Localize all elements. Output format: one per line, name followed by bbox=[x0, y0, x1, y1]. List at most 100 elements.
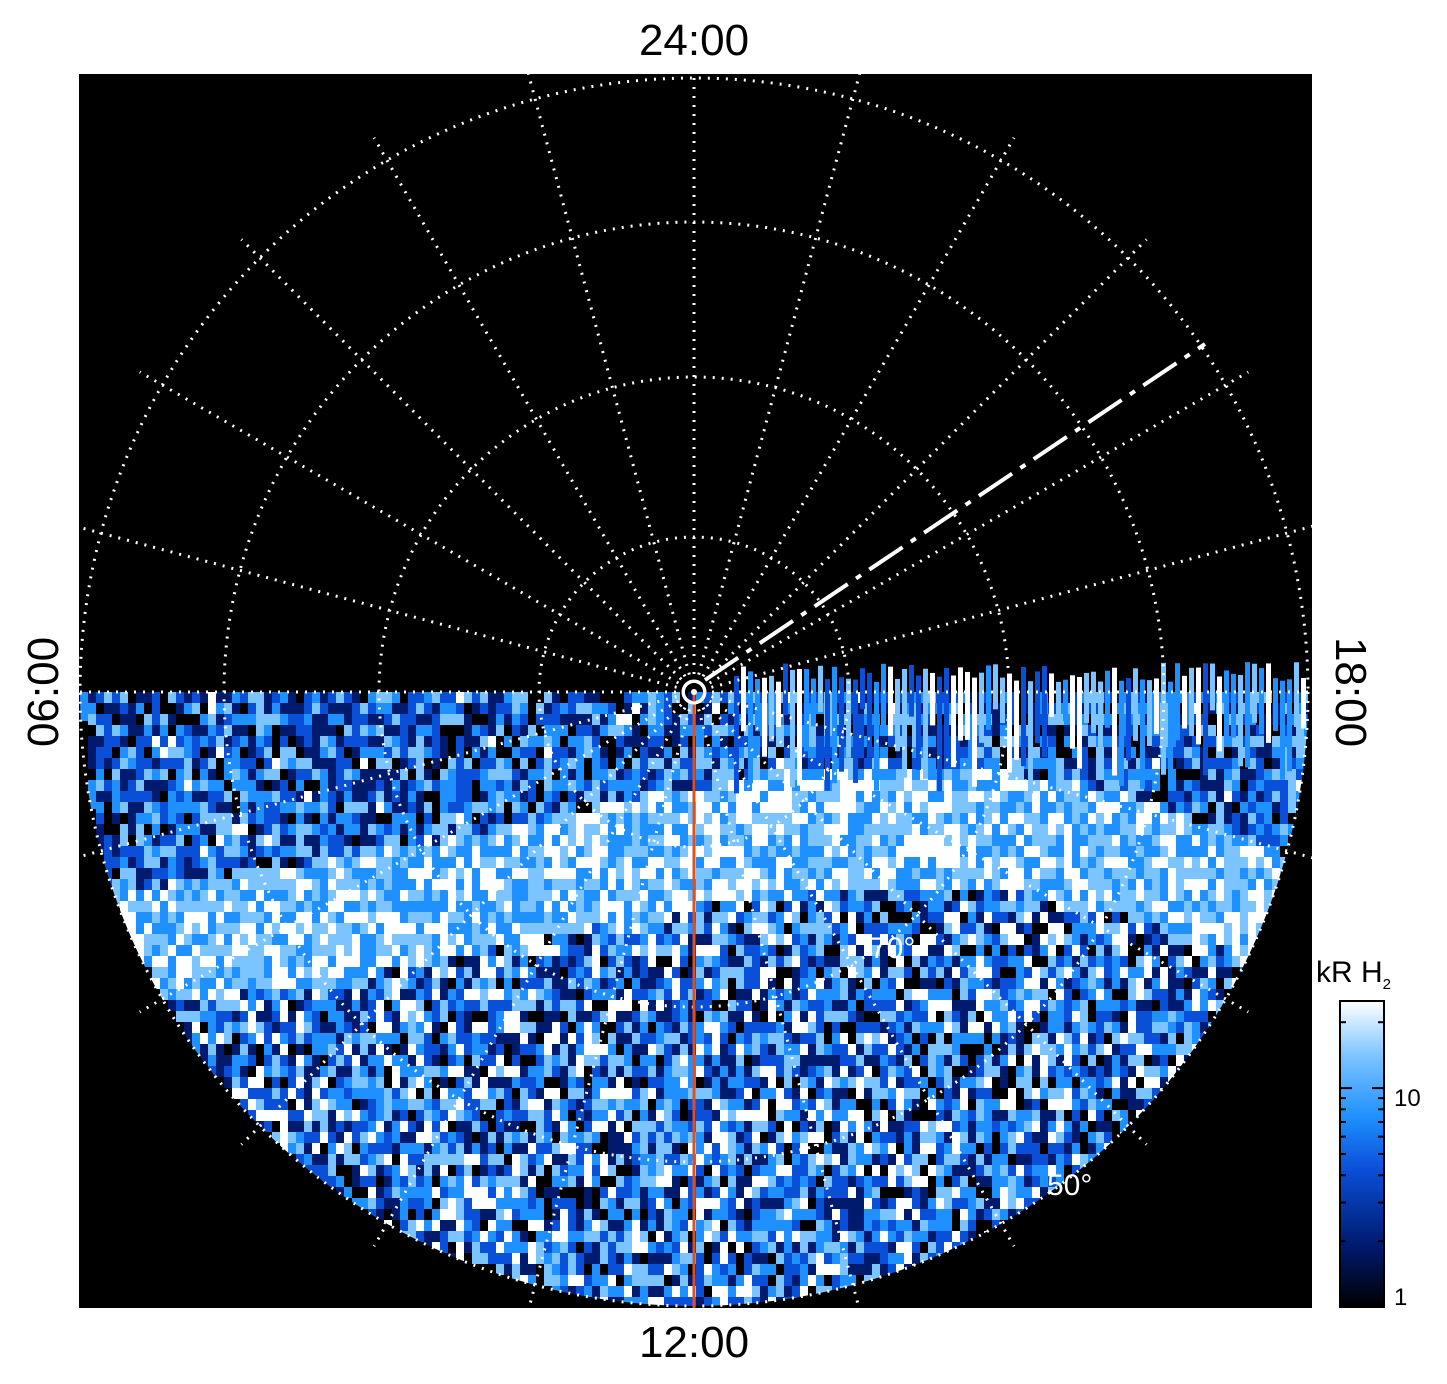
emission-pixel bbox=[840, 879, 848, 890]
emission-pixel bbox=[472, 934, 480, 945]
emission-pixel bbox=[376, 989, 384, 1000]
emission-pixel bbox=[776, 1055, 784, 1066]
emission-pixel bbox=[480, 1066, 488, 1077]
emission-pixel bbox=[832, 912, 840, 923]
emission-pixel bbox=[360, 978, 368, 989]
emission-pixel bbox=[880, 934, 888, 945]
emission-pixel bbox=[1144, 923, 1152, 934]
emission-pixel bbox=[592, 1033, 600, 1044]
emission-pixel bbox=[296, 1066, 304, 1077]
emission-pixel bbox=[1208, 978, 1216, 989]
emission-pixel bbox=[960, 857, 968, 868]
emission-pixel bbox=[1056, 989, 1064, 1000]
emission-pixel bbox=[408, 1044, 416, 1055]
emission-pixel bbox=[672, 857, 680, 868]
emission-pixel bbox=[392, 923, 400, 934]
emission-pixel bbox=[1120, 1033, 1128, 1044]
emission-pixel bbox=[824, 1000, 832, 1011]
emission-pixel bbox=[832, 989, 840, 1000]
emission-pixel bbox=[384, 978, 392, 989]
emission-pixel bbox=[648, 1011, 656, 1022]
emission-pixel bbox=[608, 956, 616, 967]
emission-pixel bbox=[896, 879, 904, 890]
emission-pixel bbox=[256, 945, 264, 956]
emission-pixel bbox=[1032, 890, 1040, 901]
emission-pixel bbox=[864, 923, 872, 934]
emission-pixel bbox=[1176, 1033, 1184, 1044]
emission-pixel bbox=[744, 879, 752, 890]
emission-pixel bbox=[792, 956, 800, 967]
emission-pixel bbox=[1184, 967, 1192, 978]
emission-pixel bbox=[328, 989, 336, 1000]
emission-pixel bbox=[216, 945, 224, 956]
emission-pixel bbox=[248, 1055, 256, 1066]
emission-pixel bbox=[600, 978, 608, 989]
emission-pixel bbox=[656, 890, 664, 901]
emission-pixel bbox=[832, 956, 840, 967]
emission-pixel bbox=[1216, 989, 1224, 1000]
emission-pixel bbox=[208, 945, 216, 956]
emission-pixel bbox=[672, 1033, 680, 1044]
emission-pixel bbox=[160, 989, 168, 1000]
emission-pixel bbox=[840, 824, 848, 835]
emission-pixel bbox=[472, 1044, 480, 1055]
emission-pixel bbox=[600, 1022, 608, 1033]
emission-pixel bbox=[712, 1000, 720, 1011]
emission-pixel bbox=[800, 846, 808, 857]
emission-pixel bbox=[400, 1000, 408, 1011]
emission-pixel bbox=[840, 1066, 848, 1077]
emission-pixel bbox=[496, 956, 504, 967]
emission-pixel bbox=[1176, 989, 1184, 1000]
emission-pixel bbox=[1080, 857, 1088, 868]
emission-pixel bbox=[600, 956, 608, 967]
emission-pixel bbox=[824, 835, 832, 846]
emission-pixel bbox=[496, 1011, 504, 1022]
emission-pixel bbox=[744, 967, 752, 978]
emission-pixel bbox=[1152, 967, 1160, 978]
emission-pixel bbox=[976, 1022, 984, 1033]
emission-pixel bbox=[240, 1022, 248, 1033]
emission-pixel bbox=[952, 1055, 960, 1066]
emission-pixel bbox=[840, 912, 848, 923]
emission-pixel bbox=[792, 846, 800, 857]
emission-pixel bbox=[1184, 901, 1192, 912]
emission-pixel bbox=[240, 945, 248, 956]
emission-pixel bbox=[624, 989, 632, 1000]
emission-pixel bbox=[576, 912, 584, 923]
emission-pixel bbox=[1144, 1000, 1152, 1011]
emission-pixel bbox=[1048, 1022, 1056, 1033]
emission-pixel bbox=[752, 978, 760, 989]
emission-pixel bbox=[1144, 901, 1152, 912]
emission-pixel bbox=[528, 923, 536, 934]
emission-pixel bbox=[192, 1022, 200, 1033]
emission-pixel bbox=[808, 1011, 816, 1022]
emission-pixel bbox=[272, 989, 280, 1000]
emission-pixel bbox=[992, 846, 1000, 857]
emission-pixel bbox=[448, 1000, 456, 1011]
emission-pixel bbox=[664, 912, 672, 923]
emission-pixel bbox=[408, 1000, 416, 1011]
emission-pixel bbox=[888, 824, 896, 835]
emission-pixel bbox=[840, 934, 848, 945]
emission-pixel bbox=[688, 989, 696, 1000]
emission-pixel bbox=[736, 890, 744, 901]
emission-pixel bbox=[920, 1000, 928, 1011]
emission-pixel bbox=[360, 967, 368, 978]
emission-pixel bbox=[304, 1022, 312, 1033]
emission-pixel bbox=[864, 945, 872, 956]
emission-pixel bbox=[704, 1055, 712, 1066]
emission-pixel bbox=[792, 835, 800, 846]
emission-pixel bbox=[712, 1022, 720, 1033]
emission-pixel bbox=[392, 1044, 400, 1055]
emission-pixel bbox=[992, 1066, 1000, 1077]
emission-pixel bbox=[704, 912, 712, 923]
emission-pixel bbox=[536, 923, 544, 934]
emission-pixel bbox=[912, 846, 920, 857]
emission-pixel bbox=[1200, 923, 1208, 934]
emission-pixel bbox=[544, 1022, 552, 1033]
emission-pixel bbox=[864, 846, 872, 857]
emission-pixel bbox=[1008, 1044, 1016, 1055]
emission-pixel bbox=[336, 989, 344, 1000]
emission-pixel bbox=[1032, 857, 1040, 868]
emission-pixel bbox=[672, 956, 680, 967]
